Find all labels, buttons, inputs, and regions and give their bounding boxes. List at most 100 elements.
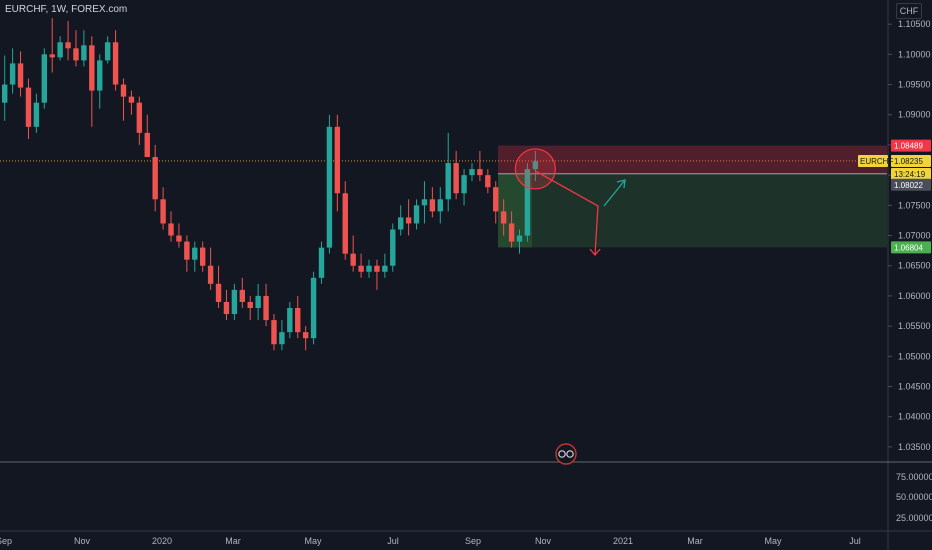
candle-body (176, 235, 182, 242)
price-tick-label: 1.06000 (898, 291, 931, 301)
take-profit-zone (498, 173, 887, 248)
candle-body (413, 205, 420, 224)
candle-body (89, 45, 95, 91)
candle-body (2, 84, 8, 103)
take-profit-badge: 1.06804 (891, 241, 931, 254)
price-tick-label: 1.09000 (898, 110, 931, 120)
price-tick-label: 1.10000 (898, 49, 931, 59)
candle-body (310, 277, 317, 339)
candle-body (358, 265, 364, 272)
candle-body (144, 132, 150, 158)
candle-body (366, 265, 372, 272)
position-zones[interactable] (498, 145, 887, 248)
countdown-badge: 13:24:19 (891, 167, 931, 180)
candle-body (532, 161, 539, 170)
price-tick-label: 1.04000 (898, 412, 931, 422)
time-tick-label: May (304, 536, 322, 546)
candle-body (302, 332, 309, 339)
indicator-tick-label: 25.00000 (896, 513, 932, 523)
time-tick-label: Nov (535, 536, 552, 546)
price-tick-label: 1.09500 (898, 80, 931, 90)
time-tick-label: 2021 (613, 536, 633, 546)
price-tick-label: 1.07000 (898, 231, 931, 241)
candle-body (508, 223, 515, 242)
candle-body (477, 169, 483, 176)
bearish-arrow (535, 170, 599, 256)
indicator-tick-label: 50.00000 (896, 492, 932, 502)
candle-body (437, 199, 443, 212)
candle-body (128, 96, 135, 103)
take-profit-badge-text: 1.06804 (894, 243, 923, 252)
candle-body (33, 102, 40, 127)
candle-body (405, 217, 412, 224)
time-tick-label: 2020 (152, 536, 172, 546)
candle-body (342, 193, 348, 254)
candle-body (374, 265, 380, 272)
symbol-title[interactable]: EURCHF, 1W, FOREX.com (5, 4, 128, 15)
candle-body (271, 320, 277, 345)
symbol-badge: EURCHF (858, 154, 893, 167)
time-tick-label: Sep (0, 536, 12, 546)
stop-loss-badge: 1.08489 (891, 139, 931, 152)
candle-body (516, 235, 523, 242)
candle-body (9, 63, 16, 85)
candle-body (390, 229, 396, 266)
candle-body (120, 84, 127, 97)
current-price-badge-text: 1.08235 (894, 157, 923, 166)
bearish-arrow-head (589, 248, 601, 257)
price-tick-label: 1.04500 (898, 382, 931, 392)
candle-body (524, 169, 531, 236)
candle-body (57, 42, 63, 58)
highlight-circle (514, 148, 556, 190)
candle-body (453, 163, 459, 194)
currency-label[interactable]: CHF (896, 3, 922, 19)
candle-body (398, 217, 404, 230)
candle-body (469, 169, 475, 176)
candle-body (231, 289, 238, 315)
candle-body (168, 223, 174, 236)
candle-body (247, 301, 253, 308)
symbol-badge-text: EURCHF (860, 157, 893, 166)
time-tick-label: Mar (225, 536, 241, 546)
drawing-annotations[interactable] (514, 148, 626, 257)
candle-body (97, 60, 103, 91)
candle-body (184, 241, 190, 260)
time-tick-label: Nov (74, 536, 91, 546)
candle-body (287, 308, 293, 333)
candle-body (500, 211, 507, 224)
candle-body (49, 54, 55, 58)
time-tick-label: May (764, 536, 782, 546)
stop-loss-badge-text: 1.08489 (894, 142, 923, 151)
price-tick-label: 1.07500 (898, 200, 931, 210)
candle-body (200, 247, 206, 266)
candle-body (350, 253, 356, 266)
candle-body (255, 295, 261, 308)
indicator-logo-icon (555, 443, 577, 465)
candle-body (65, 42, 71, 49)
price-tick-label: 1.06500 (898, 261, 931, 271)
price-tick-label: 1.05500 (898, 321, 931, 331)
candle-body (215, 283, 222, 302)
bullish-arrow-head (616, 179, 626, 189)
candle-body (25, 87, 32, 127)
countdown-badge-text: 13:24:19 (894, 170, 926, 179)
candle-body (295, 308, 301, 333)
candle-body (17, 63, 24, 88)
entry-badge: 1.08022 (891, 178, 931, 191)
stop-loss-zone (498, 145, 887, 174)
candle-body (279, 332, 285, 345)
candlesticks (2, 18, 539, 351)
candle-body (104, 42, 111, 61)
time-tick-label: Jul (387, 536, 399, 546)
candle-body (382, 265, 388, 272)
candle-body (334, 126, 341, 194)
candle-body (493, 187, 499, 212)
candle-body (152, 157, 158, 200)
candle-body (192, 247, 198, 260)
entry-badge-text: 1.08022 (894, 181, 923, 190)
candle-body (41, 54, 47, 103)
candle-body (239, 289, 245, 302)
current-price-badge: 1.08235 (891, 154, 931, 167)
candle-body (318, 247, 325, 278)
